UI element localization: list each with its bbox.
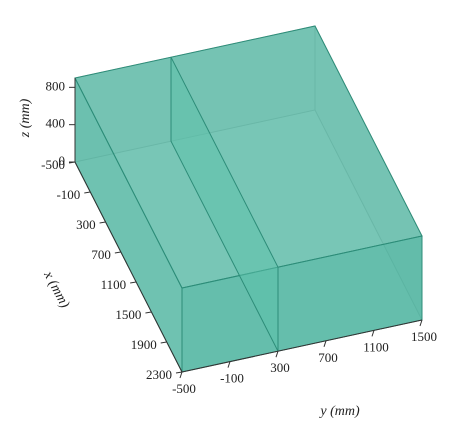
x-tick-label: 1900 [131, 337, 157, 352]
z-tick-label: 0 [59, 153, 66, 168]
x-tick-label: 700 [91, 247, 111, 262]
x-tick-label: 300 [76, 217, 96, 232]
y-axis-label: y (mm) [318, 404, 360, 419]
axis-line [181, 319, 423, 373]
y-tick [179, 371, 183, 379]
x-axis-label: x (mm) [40, 268, 72, 311]
axis-line [74, 161, 183, 373]
y-tick-label: 300 [270, 360, 290, 375]
x-tick-label: -500 [41, 157, 65, 172]
y-tick [275, 351, 279, 358]
y-tick-label: 1100 [363, 339, 389, 354]
y-tick-label: -100 [220, 371, 244, 386]
y-tick [371, 330, 375, 337]
x-tick-label: 2300 [146, 367, 172, 382]
z-axis-label: z (mm) [18, 98, 33, 138]
z-tick-label: 400 [46, 116, 66, 131]
divider-plane [170, 56, 279, 352]
x-tick-label: 1100 [101, 277, 127, 292]
y-tick-label: -500 [172, 381, 196, 396]
x-tick-label: -100 [56, 187, 80, 202]
y-tick-label: 1500 [411, 329, 437, 344]
x-tick-label: 1500 [115, 307, 141, 322]
y-tick-label: 700 [318, 350, 338, 365]
x-tick [84, 191, 91, 194]
y-tick [419, 319, 423, 327]
x-tick [175, 371, 183, 374]
z-tick-label: 800 [46, 78, 66, 93]
plot-box [74, 25, 423, 373]
x-tick [114, 251, 121, 254]
x-tick [145, 311, 152, 314]
y-tick [323, 340, 327, 347]
axes: -500-1003007001100150019002300-500-10030… [41, 78, 437, 396]
x-tick [130, 281, 137, 284]
y-tick [227, 361, 231, 368]
x-tick [160, 341, 167, 344]
x-tick [99, 221, 106, 224]
